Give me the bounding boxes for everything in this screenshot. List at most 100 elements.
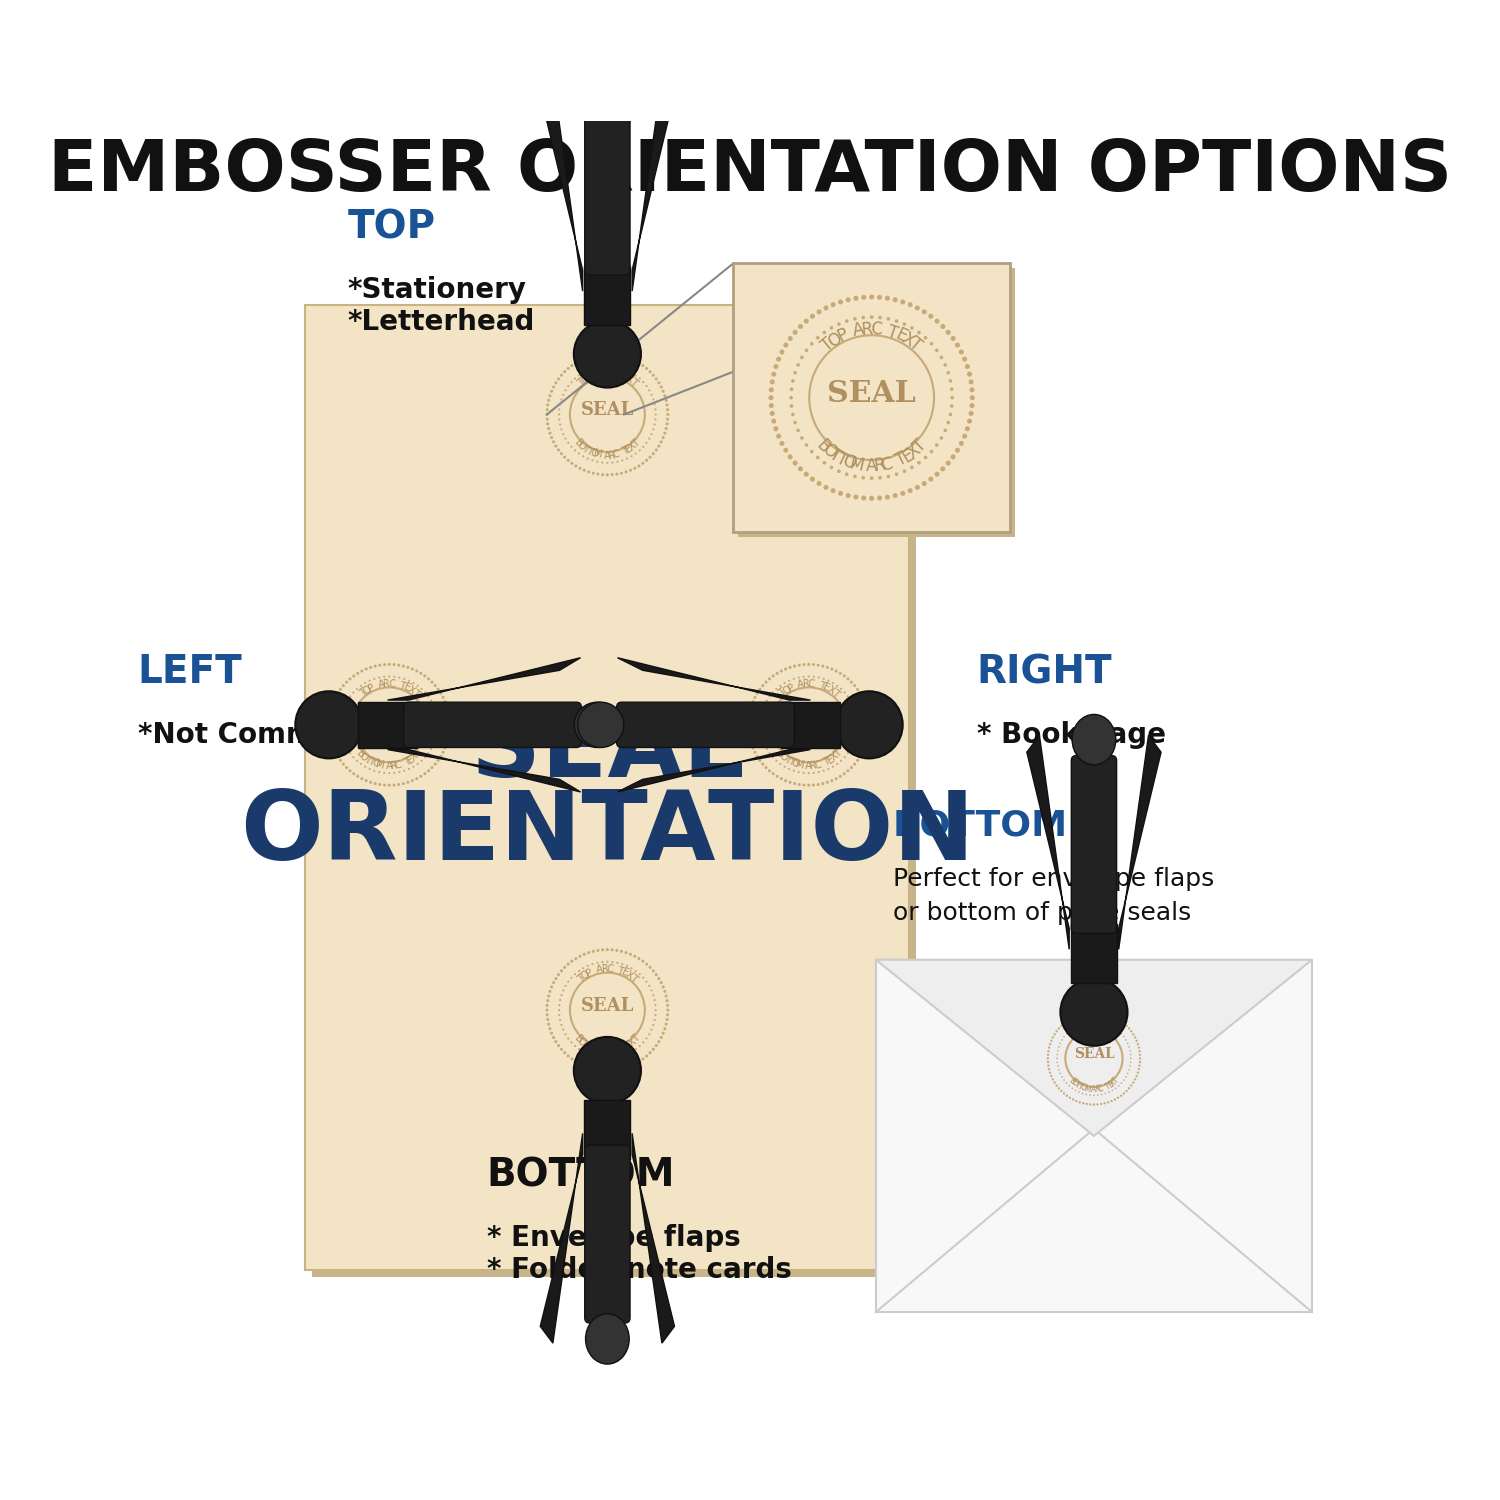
Circle shape — [864, 705, 867, 708]
Circle shape — [792, 770, 795, 772]
Circle shape — [1058, 1070, 1059, 1071]
Circle shape — [784, 778, 788, 782]
Circle shape — [1107, 1014, 1110, 1016]
Circle shape — [1112, 1089, 1113, 1090]
Circle shape — [560, 452, 562, 454]
Circle shape — [853, 495, 858, 500]
Circle shape — [610, 352, 614, 356]
Circle shape — [342, 738, 345, 741]
Circle shape — [624, 356, 627, 358]
Circle shape — [886, 316, 890, 321]
Circle shape — [558, 408, 561, 411]
Circle shape — [916, 460, 921, 465]
Circle shape — [558, 419, 561, 420]
Circle shape — [771, 772, 774, 776]
Circle shape — [567, 368, 570, 370]
Circle shape — [861, 476, 865, 480]
Circle shape — [1137, 1042, 1138, 1046]
Text: T: T — [834, 448, 850, 470]
Text: T: T — [830, 687, 840, 699]
Circle shape — [1114, 1088, 1116, 1089]
Circle shape — [560, 1048, 562, 1052]
Circle shape — [1089, 1022, 1090, 1023]
Circle shape — [648, 966, 651, 969]
Circle shape — [1050, 1040, 1053, 1042]
Circle shape — [1120, 1095, 1122, 1096]
Circle shape — [752, 700, 754, 703]
Circle shape — [398, 676, 400, 678]
Circle shape — [574, 957, 578, 960]
Circle shape — [654, 1010, 657, 1011]
Circle shape — [556, 448, 560, 452]
Circle shape — [855, 714, 856, 716]
Circle shape — [564, 388, 567, 392]
Circle shape — [597, 366, 598, 369]
FancyBboxPatch shape — [1071, 756, 1116, 933]
Circle shape — [950, 387, 954, 392]
Circle shape — [570, 1058, 573, 1060]
Circle shape — [1065, 1034, 1068, 1035]
Circle shape — [1076, 1100, 1077, 1102]
Circle shape — [666, 1019, 669, 1022]
Circle shape — [567, 459, 570, 462]
Text: E: E — [892, 326, 909, 346]
Circle shape — [328, 710, 332, 712]
Circle shape — [865, 710, 868, 712]
Circle shape — [342, 710, 345, 711]
Text: E: E — [624, 444, 634, 454]
Circle shape — [886, 474, 890, 478]
Circle shape — [846, 696, 849, 698]
Circle shape — [406, 666, 410, 669]
Text: X: X — [1108, 1078, 1119, 1088]
Circle shape — [448, 728, 452, 730]
Circle shape — [770, 387, 774, 393]
Text: T: T — [413, 748, 424, 759]
Circle shape — [800, 356, 804, 358]
Circle shape — [652, 969, 656, 972]
Circle shape — [602, 1070, 604, 1072]
Circle shape — [939, 436, 944, 439]
Circle shape — [586, 471, 590, 474]
Circle shape — [780, 350, 784, 354]
Circle shape — [789, 405, 794, 408]
Text: T: T — [827, 446, 844, 466]
Circle shape — [759, 688, 762, 692]
Circle shape — [830, 465, 833, 470]
Circle shape — [939, 356, 944, 358]
Circle shape — [822, 782, 825, 784]
Text: T: T — [576, 376, 586, 388]
Circle shape — [574, 378, 576, 380]
Circle shape — [582, 1052, 585, 1053]
Circle shape — [804, 318, 808, 324]
Circle shape — [446, 742, 448, 746]
Circle shape — [1071, 1088, 1072, 1089]
Circle shape — [634, 1048, 638, 1050]
Circle shape — [651, 1029, 652, 1030]
Circle shape — [861, 696, 864, 699]
Circle shape — [956, 447, 960, 453]
Circle shape — [776, 759, 777, 762]
Circle shape — [567, 386, 570, 387]
Circle shape — [340, 714, 344, 716]
Circle shape — [626, 964, 628, 968]
Text: X: X — [627, 441, 639, 453]
Text: O: O — [1080, 1083, 1088, 1094]
Circle shape — [638, 362, 640, 364]
Text: B: B — [354, 748, 366, 760]
Text: T: T — [402, 756, 412, 768]
Circle shape — [837, 470, 840, 472]
Circle shape — [1128, 1028, 1130, 1029]
Circle shape — [783, 765, 786, 768]
Circle shape — [634, 375, 638, 376]
Circle shape — [853, 474, 856, 478]
Circle shape — [393, 783, 396, 786]
Circle shape — [378, 663, 381, 666]
Circle shape — [567, 981, 570, 982]
Circle shape — [567, 1038, 570, 1040]
Text: E: E — [822, 682, 831, 693]
Circle shape — [1086, 1022, 1088, 1023]
Circle shape — [356, 759, 358, 762]
Circle shape — [642, 976, 645, 980]
Circle shape — [1137, 1068, 1140, 1071]
Text: C: C — [879, 454, 894, 474]
